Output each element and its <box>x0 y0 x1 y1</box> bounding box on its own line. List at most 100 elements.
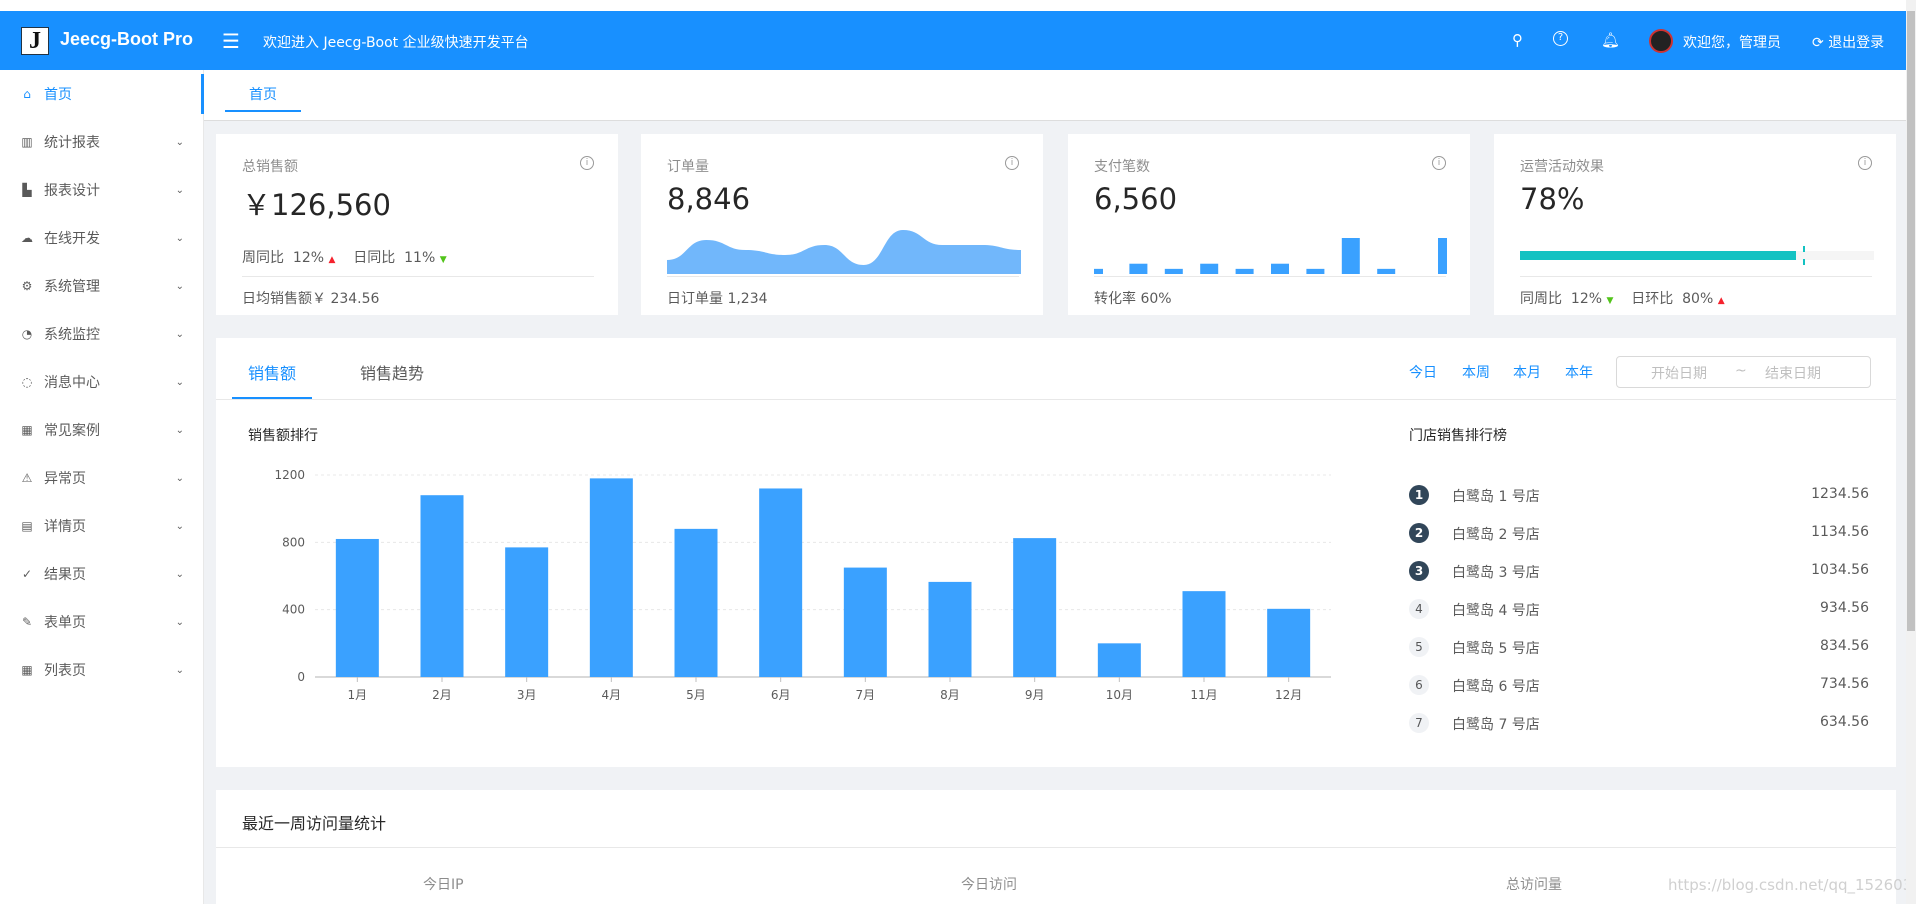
sidebar-item-8[interactable]: ⚠ 异常页 ⌄ <box>0 458 204 498</box>
bar <box>1182 591 1226 677</box>
info-icon[interactable]: i <box>1432 156 1446 170</box>
ranking-item: 4 白鹭岛 4 号店 934.56 <box>1409 598 1869 622</box>
period-week[interactable]: 本周 <box>1462 365 1490 381</box>
visit-label-total: 总访问量 <box>1506 877 1562 893</box>
brand-title: Jeecg-Boot Pro <box>60 29 194 49</box>
bar <box>1013 538 1057 677</box>
chevron-down-icon: ⌄ <box>175 232 184 244</box>
sidebar-item-9[interactable]: ▤ 详情页 ⌄ <box>0 506 204 546</box>
header: J Jeecg-Boot Pro ☰ 欢迎进入 Jeecg-Boot 企业级快速… <box>0 11 1906 70</box>
sidebar-item-1[interactable]: ▥ 统计报表 ⌄ <box>0 122 204 162</box>
chevron-down-icon: ⌄ <box>175 184 184 196</box>
sidebar-item-0[interactable]: ⌂ 首页 <box>0 74 204 114</box>
sidebar-item-11[interactable]: ✎ 表单页 ⌄ <box>0 602 204 642</box>
sidebar-item-5[interactable]: ◔ 系统监控 ⌄ <box>0 314 204 354</box>
x-tick-label: 4月 <box>602 688 622 702</box>
x-tick-label: 2月 <box>432 688 452 702</box>
bar <box>589 478 633 677</box>
sidebar-item-label: 列表页 <box>44 663 86 679</box>
sidebar: ⌂ 首页 ▥ 统计报表 ⌄ ▙ 报表设计 ⌄ ☁ 在线开发 ⌄ ⚙ 系统管理 ⌄ ◔ 系统监控 ⌄ ◌ 消息中心 ⌄ ▦… <box>0 70 204 904</box>
sidebar-item-6[interactable]: ◌ 消息中心 ⌄ <box>0 362 204 402</box>
store-name: 白鹭岛 5 号店 <box>1452 641 1540 657</box>
menu-fold-icon[interactable]: ☰ <box>222 29 240 53</box>
chart-title: 销售额排行 <box>248 428 318 444</box>
end-date-input[interactable]: 结束日期 <box>1765 366 1821 382</box>
store-value: 634.56 <box>1820 714 1869 730</box>
menu-icon: ▦ <box>21 663 33 677</box>
store-name: 白鹭岛 1 号店 <box>1452 489 1540 505</box>
store-value: 834.56 <box>1820 638 1869 654</box>
stat-card-total-sales: 总销售额 i ￥126,560 周同比 12% ▲ 日同比 11% ▼ 日均销售… <box>216 134 618 315</box>
bar <box>1097 643 1141 677</box>
store-name: 白鹭岛 7 号店 <box>1452 717 1540 733</box>
user-greeting[interactable]: 欢迎您，管理员 <box>1683 35 1781 51</box>
mini-bar <box>1306 268 1325 274</box>
avatar[interactable] <box>1649 29 1673 53</box>
x-tick-label: 7月 <box>856 688 876 702</box>
bar <box>335 538 379 677</box>
chevron-down-icon: ⌄ <box>175 376 184 388</box>
x-tick-label: 12月 <box>1275 688 1302 702</box>
info-icon[interactable]: i <box>580 156 594 170</box>
up-arrow-icon: ▲ <box>1717 296 1725 306</box>
period-year[interactable]: 本年 <box>1565 365 1593 381</box>
mini-bar <box>1235 268 1254 274</box>
ranking-item: 1 白鹭岛 1 号店 1234.56 <box>1409 484 1869 508</box>
x-tick-label: 11月 <box>1190 688 1217 702</box>
logout-button[interactable]: ⟳ 退出登录 <box>1812 35 1885 51</box>
chevron-down-icon: ⌄ <box>175 568 184 580</box>
date-range-picker[interactable]: 开始日期 ~ 结束日期 <box>1616 356 1871 388</box>
info-icon[interactable]: i <box>1005 156 1019 170</box>
ranking-title: 门店销售排行榜 <box>1409 428 1507 444</box>
store-value: 934.56 <box>1820 600 1869 616</box>
rank-badge: 1 <box>1409 485 1429 505</box>
sparkline-area <box>667 230 1021 274</box>
tab-sales-trend[interactable]: 销售趋势 <box>360 364 425 383</box>
period-today[interactable]: 今日 <box>1409 365 1437 381</box>
divider <box>242 276 594 277</box>
mini-bar <box>1271 263 1289 274</box>
y-tick-label: 0 <box>297 670 305 684</box>
menu-icon: ▥ <box>21 135 33 149</box>
start-date-input[interactable]: 开始日期 <box>1651 366 1707 382</box>
sidebar-item-4[interactable]: ⚙ 系统管理 ⌄ <box>0 266 204 306</box>
logo: J <box>21 27 49 55</box>
welcome-text: 欢迎进入 Jeecg-Boot 企业级快速开发平台 <box>263 35 529 51</box>
tab-bar: 首页 <box>204 70 1906 121</box>
tab-home[interactable]: 首页 <box>225 82 301 112</box>
stat-footer: 日订单量 1,234 <box>667 291 768 307</box>
stat-footer: 转化率 60% <box>1094 291 1172 307</box>
search-icon[interactable]: ⚲ <box>1512 31 1523 49</box>
divider <box>667 276 1019 277</box>
info-icon[interactable]: i <box>1858 156 1872 170</box>
tab-sales[interactable]: 销售额 <box>232 360 312 399</box>
store-value: 1034.56 <box>1811 562 1869 578</box>
stat-title: 运营活动效果 <box>1520 159 1604 175</box>
y-tick-label: 1200 <box>274 468 305 482</box>
scrollbar-thumb[interactable] <box>1907 11 1915 631</box>
menu-icon: ▦ <box>21 423 33 437</box>
stat-trends: 周同比 12% ▲ 日同比 11% ▼ <box>242 250 447 266</box>
chevron-down-icon: ⌄ <box>175 424 184 436</box>
menu-icon: ✎ <box>21 615 33 629</box>
chevron-down-icon: ⌄ <box>175 328 184 340</box>
sidebar-item-12[interactable]: ▦ 列表页 ⌄ <box>0 650 204 690</box>
sidebar-item-7[interactable]: ▦ 常见案例 ⌄ <box>0 410 204 450</box>
sidebar-item-label: 在线开发 <box>44 231 100 247</box>
sidebar-item-label: 统计报表 <box>44 135 100 151</box>
divider <box>216 399 1896 400</box>
bell-icon[interactable]: 🔔︎ <box>1601 31 1621 49</box>
help-icon[interactable]: ? <box>1553 31 1568 46</box>
x-tick-label: 6月 <box>771 688 791 702</box>
sidebar-item-3[interactable]: ☁ 在线开发 ⌄ <box>0 218 204 258</box>
period-month[interactable]: 本月 <box>1513 365 1541 381</box>
sidebar-item-10[interactable]: ✓ 结果页 ⌄ <box>0 554 204 594</box>
down-arrow-icon: ▼ <box>439 255 447 265</box>
sidebar-item-2[interactable]: ▙ 报表设计 ⌄ <box>0 170 204 210</box>
stat-value: 6,560 <box>1094 182 1178 216</box>
rank-badge: 3 <box>1409 561 1429 581</box>
menu-icon: ◌ <box>21 375 33 389</box>
menu-icon: ⚠ <box>21 471 33 485</box>
orders-sparkline <box>667 230 1021 274</box>
chevron-down-icon: ⌄ <box>175 664 184 676</box>
